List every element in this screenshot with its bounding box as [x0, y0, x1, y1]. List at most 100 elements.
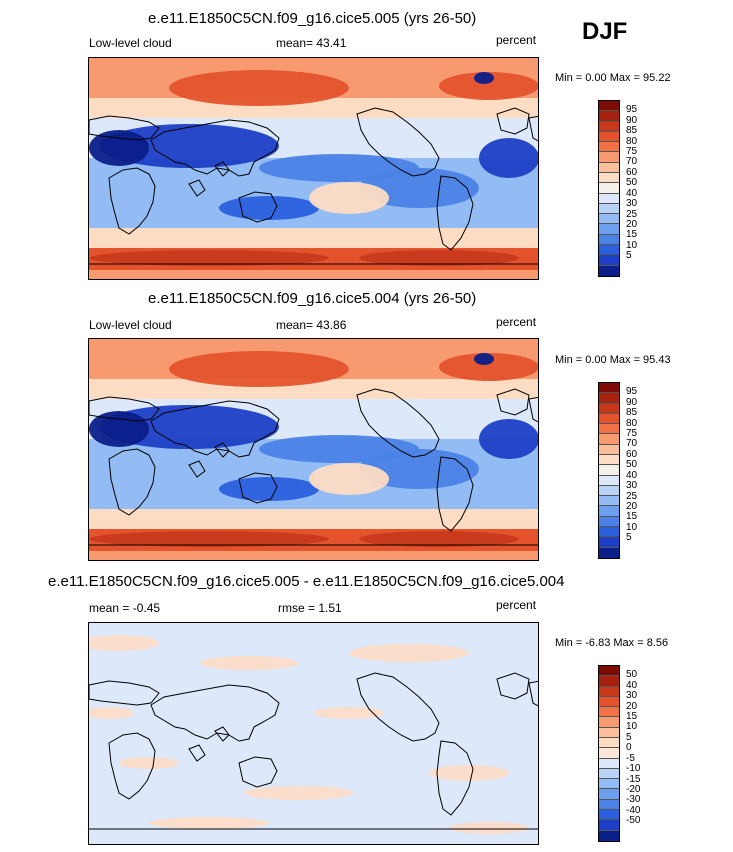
map-background	[89, 623, 538, 844]
colorbar-segment	[599, 255, 619, 266]
panel-3-map	[88, 622, 539, 845]
coastline	[238, 756, 278, 788]
colorbar-segment	[599, 393, 619, 404]
colorbar-segment	[599, 537, 619, 548]
colorbar-tick-label: -50	[626, 815, 641, 827]
colorbar-segment	[599, 475, 619, 486]
field-band	[89, 379, 538, 399]
colorbar-segment	[599, 224, 619, 235]
colorbar-segment	[599, 403, 619, 414]
colorbar-segment	[599, 686, 619, 697]
panel-2-mean-label: mean= 43.86	[276, 318, 347, 332]
colorbar-segment	[599, 485, 619, 497]
field-blob	[474, 353, 494, 365]
field-blob	[219, 477, 319, 501]
colorbar-tick-label: 80	[626, 135, 638, 147]
colorbar-segment	[599, 526, 619, 538]
coastline	[436, 456, 474, 532]
colorbar-segment	[599, 547, 619, 558]
coastline	[238, 191, 278, 223]
colorbar-segment	[599, 696, 619, 708]
colorbar-tick-label: 85	[626, 407, 638, 419]
field-blob	[309, 463, 389, 495]
colorbar-segment	[599, 111, 619, 122]
coastline	[528, 396, 538, 423]
coastline	[356, 672, 440, 742]
colorbar-tick-label: 75	[626, 428, 638, 440]
colorbar-tick-label: 85	[626, 125, 638, 137]
colorbar-tick-label: 30	[626, 690, 638, 702]
colorbar-tick-label: 15	[626, 511, 638, 523]
panel-2-units-label: percent	[496, 315, 537, 329]
coastline	[150, 684, 280, 742]
field-patch	[449, 822, 529, 834]
coastlines	[89, 388, 538, 546]
colorbar-tick-label: 25	[626, 490, 638, 502]
panel-1-mean-label: mean= 43.41	[276, 36, 347, 50]
colorbar-segment	[599, 183, 619, 194]
colorbar-segment	[599, 265, 619, 276]
colorbar-tick-label: 40	[626, 469, 638, 481]
field-blob	[309, 182, 389, 214]
colorbar-tick-label: 0	[626, 742, 632, 754]
colorbar-tick-label: 90	[626, 114, 638, 126]
colorbar-tick-label: 70	[626, 438, 638, 450]
coastline	[188, 744, 206, 762]
colorbar-tick-label: 15	[626, 711, 638, 723]
panel-2-title: e.e11.E1850C5CN.f09_g16.cice5.004 (yrs 2…	[148, 290, 477, 307]
coastline	[496, 107, 530, 135]
field-patch	[89, 707, 134, 719]
colorbar-segment	[599, 244, 619, 256]
coastline	[528, 115, 538, 142]
panel-3-title: e.e11.E1850C5CN.f09_g16.cice5.005 - e.e1…	[48, 573, 565, 590]
colorbar-segment	[599, 234, 619, 245]
colorbar-tick-label: -30	[626, 794, 641, 806]
field-blob	[89, 411, 149, 447]
colorbar-segment	[599, 809, 619, 821]
coastline	[356, 388, 440, 458]
coastline	[150, 119, 280, 177]
colorbar-segment	[599, 506, 619, 517]
colorbar-segment	[599, 717, 619, 728]
colorbar-tick-label: -10	[626, 763, 641, 775]
coastline	[214, 442, 230, 458]
coastline	[238, 472, 278, 504]
colorbar-tick-label: -40	[626, 804, 641, 816]
colorbar-segment	[599, 830, 619, 841]
colorbar-segment	[599, 193, 619, 204]
colorbar-tick-label: 10	[626, 521, 638, 533]
colorbar-tick-label: 40	[626, 679, 638, 691]
colorbar-segment	[599, 789, 619, 800]
colorbar-tick-label: 60	[626, 166, 638, 178]
colorbar-segment	[599, 666, 619, 677]
panel-1-title: e.e11.E1850C5CN.f09_g16.cice5.005 (yrs 2…	[148, 10, 477, 27]
panel-1-minmax: Min = 0.00 Max = 95.22	[555, 72, 671, 84]
colorbar-tick-label: 30	[626, 198, 638, 210]
colorbar-segment	[599, 162, 619, 173]
coastlines	[89, 672, 538, 830]
panel-3-minmax: Min = -6.83 Max = 8.56	[555, 637, 669, 649]
coastline	[108, 448, 156, 516]
colorbar-tick-label: 25	[626, 208, 638, 220]
field-blob	[169, 351, 349, 387]
colorbar-tick-label: 50	[626, 177, 638, 189]
colorbar-segment	[599, 424, 619, 435]
colorbar-segment	[599, 142, 619, 153]
colorbar-tick-label: 20	[626, 500, 638, 512]
panel-2-map	[88, 338, 539, 561]
colorbar-tick-label: 5	[626, 532, 632, 544]
coastline	[89, 115, 160, 141]
field-blob	[89, 250, 329, 266]
colorbar-segment	[599, 413, 619, 425]
field-patch	[149, 817, 269, 829]
colorbar-segment	[599, 152, 619, 163]
field-band	[89, 98, 538, 118]
colorbar-segment	[599, 516, 619, 527]
field-blob	[474, 72, 494, 84]
colorbar-tick-label: 50	[626, 669, 638, 681]
colorbar-segment	[599, 820, 619, 831]
colorbar-tick-label: 5	[626, 731, 632, 743]
coastline	[89, 680, 160, 706]
colorbar-segment	[599, 131, 619, 143]
field-blob	[479, 419, 538, 459]
